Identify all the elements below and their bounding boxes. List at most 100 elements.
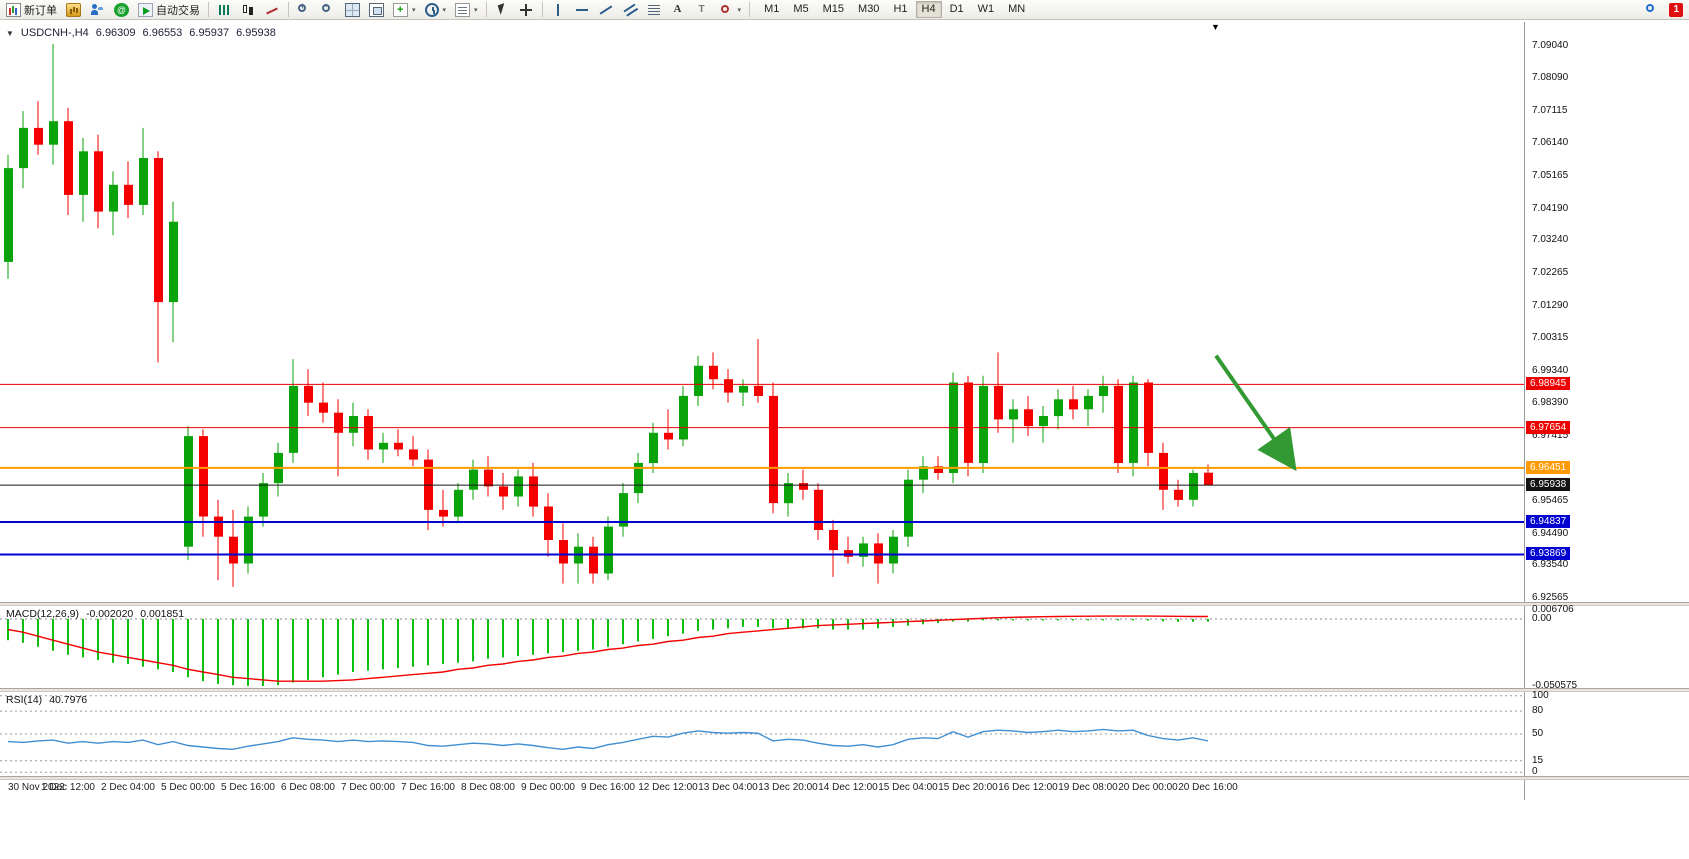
price-level-badge: 6.94837 [1526,515,1571,528]
rsi-line [7,728,1209,751]
timeframe-button-h4[interactable]: H4 [915,1,942,18]
time-label: 9 Dec 16:00 [581,782,635,793]
tile-windows-button[interactable] [341,0,364,20]
text-icon [671,3,686,17]
shapes-tool-button[interactable]: ▾ [715,0,746,20]
price-level-badge: 6.95938 [1526,478,1571,491]
crosshair-tool-button[interactable] [515,0,538,20]
time-label: 13 Dec 20:00 [758,782,818,793]
axis-separator [1524,22,1525,800]
text-tool-button[interactable] [667,0,690,20]
indicators-icon [393,2,408,17]
mql5-button[interactable] [110,0,133,20]
line-chart-mode-button[interactable] [261,0,284,20]
macd-name: MACD(12,26,9) [6,608,79,620]
price-axis[interactable]: 7.09040 7.08090 7.07115 7.06140 7.05165 7.041… [1526,22,1686,603]
clock-icon [424,2,439,17]
market-watch-button[interactable] [62,0,85,20]
templates-icon [455,2,471,17]
price-level-badge: 6.96451 [1526,461,1571,474]
dropdown-caret: ▾ [737,6,742,14]
macd-tick: 0.00 [1532,613,1552,624]
zoom-in-icon [297,1,312,17]
trendline-tool-button[interactable] [595,0,618,20]
community-button[interactable] [86,0,109,20]
timeframe-button-h1[interactable]: H1 [893,3,908,15]
time-label: 16 Dec 12:00 [998,782,1058,793]
rsi-tick: 0 [1532,766,1538,777]
timeframe-button-m15[interactable]: M15 [822,3,845,15]
candlestick-icon [241,3,256,17]
timeframe-button-d1[interactable]: D1 [949,3,964,15]
text-label-icon [695,3,710,17]
zoom-out-button[interactable] [317,0,340,20]
vertical-line-tool-button[interactable] [547,0,570,20]
market-watch-icon [66,2,81,17]
price-tick: 7.03240 [1532,234,1569,245]
templates-button[interactable]: ▾ [451,0,482,20]
time-axis[interactable]: 30 Nov 2022 1 Dec 12:00 2 Dec 04:00 5 Dec 0… [0,780,1524,796]
toolbar-separator [541,2,543,17]
line-chart-icon [265,3,280,17]
panel-separator-macd[interactable] [0,602,1689,606]
channel-tool-button[interactable] [619,0,642,20]
timeframe-button-m1[interactable]: M1 [764,3,780,15]
macd-indicator-chart [0,606,1524,688]
time-label: 12 Dec 12:00 [638,782,698,793]
panel-separator-rsi[interactable] [0,688,1689,692]
time-label: 8 Dec 08:00 [461,782,515,793]
cursor-tool-button[interactable] [491,0,514,20]
one-click-trading-toggle[interactable]: ▼ [6,28,14,38]
cascade-windows-icon [369,2,384,17]
new-order-button[interactable]: 新订单 [2,0,61,20]
community-icon [90,3,105,17]
ohlc-high: 6.96553 [142,27,183,39]
fibonacci-tool-button[interactable] [643,0,666,20]
price-tick: 7.05165 [1532,170,1569,181]
timeframe-button-m5[interactable]: M5 [793,3,809,15]
timeframe-button-mn[interactable]: MN [1008,3,1026,15]
chart-shift-marker[interactable]: ▼ [1211,22,1220,32]
crosshair-icon [519,3,534,17]
symbol-ohlc-line: ▼ USDCNH-,H4 6.96309 6.96553 6.95937 6.9… [6,27,276,39]
time-label: 1 Dec 12:00 [41,782,95,793]
horizontal-level-lines[interactable] [0,383,1524,556]
rsi-tick: 100 [1532,690,1549,701]
time-label: 7 Dec 16:00 [401,782,455,793]
text-label-tool-button[interactable] [691,0,714,20]
candlestick-price-chart[interactable] [0,22,1524,602]
rsi-value: 40.7976 [49,694,88,706]
auto-trading-button[interactable]: 自动交易 [134,0,204,20]
price-tick: 7.06140 [1532,137,1569,148]
price-level-badge: 6.98945 [1526,377,1571,390]
cascade-windows-button[interactable] [365,0,388,20]
bar-chart-mode-button[interactable] [213,0,236,20]
dropdown-caret: ▾ [442,6,447,14]
notification-badge[interactable]: 1 [1669,2,1683,17]
time-label: 15 Dec 04:00 [878,782,938,793]
trend-arrow[interactable] [1214,354,1297,472]
time-label: 9 Dec 00:00 [521,782,575,793]
macd-tick: 0.006706 [1532,604,1574,615]
zoom-in-button[interactable] [293,0,316,20]
macd-axis: 0.006706 0.00 -0.050575 [1526,604,1686,691]
time-label: 15 Dec 20:00 [938,782,998,793]
timeframe-button-m30[interactable]: M30 [858,3,880,15]
search-button[interactable] [1640,0,1663,20]
timeframe-button-w1[interactable]: W1 [977,3,995,15]
toolbar-separator [288,2,289,17]
candlestick-mode-button[interactable] [237,0,260,20]
price-tick: 7.09040 [1532,40,1569,51]
horizontal-line-tool-button[interactable] [571,0,594,20]
rsi-tick: 80 [1532,705,1544,716]
time-label: 20 Dec 16:00 [1178,782,1238,793]
dropdown-caret: ▾ [412,6,416,14]
indicators-button[interactable]: ▾ [389,0,420,20]
price-tick: 6.97415 [1532,430,1569,441]
periods-button[interactable]: ▾ [421,0,451,20]
time-label: 20 Dec 00:00 [1118,782,1178,793]
trendline-icon [599,3,614,17]
bar-chart-icon [217,3,232,17]
